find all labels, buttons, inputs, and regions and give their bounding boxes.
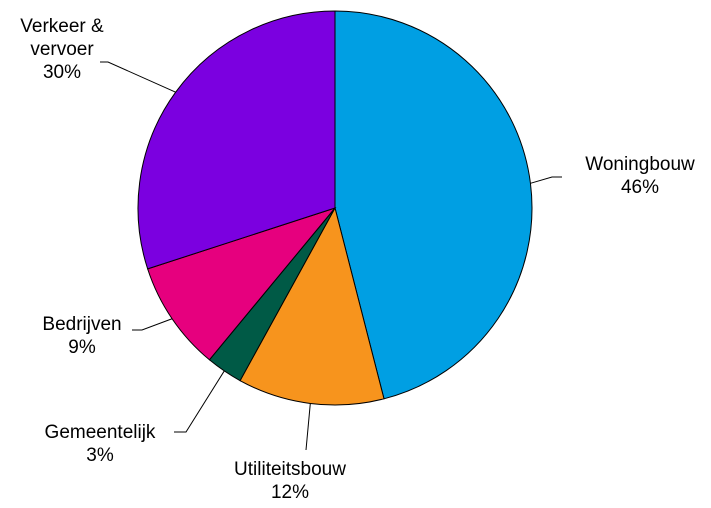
- slice-label-3: Bedrijven 9%: [42, 314, 121, 358]
- slice-name-4: vervoer: [30, 39, 94, 60]
- pie-slice-4: [137, 10, 336, 270]
- slice-percent-2: 3%: [86, 445, 114, 466]
- pie-slice-1: [239, 206, 385, 406]
- slice-percent-1: 12%: [271, 482, 309, 503]
- slice-label-4: Verkeer & vervoer 30%: [20, 16, 104, 83]
- leader-line-0: [530, 176, 562, 184]
- slice-name-1: Utiliteitsbouw: [234, 459, 346, 480]
- pie-slice-0: [334, 10, 533, 400]
- slice-name-2: Gemeentelijk: [45, 422, 156, 443]
- leader-line-4: [100, 61, 176, 93]
- leader-line-3: [132, 318, 173, 331]
- slice-label-2: Gemeentelijk 3%: [45, 422, 156, 466]
- leader-line-1: [305, 403, 311, 451]
- leader-line-2: [174, 370, 225, 433]
- slice-name-4: Verkeer &: [20, 16, 104, 37]
- slice-label-1: Utiliteitsbouw 12%: [234, 459, 346, 503]
- slice-percent-4: 30%: [43, 62, 81, 83]
- slice-percent-3: 9%: [68, 337, 96, 358]
- slice-label-0: Woningbouw 46%: [585, 154, 695, 198]
- slice-percent-0: 46%: [621, 177, 659, 198]
- slice-name-3: Bedrijven: [42, 314, 121, 335]
- slice-name-0: Woningbouw: [585, 154, 695, 175]
